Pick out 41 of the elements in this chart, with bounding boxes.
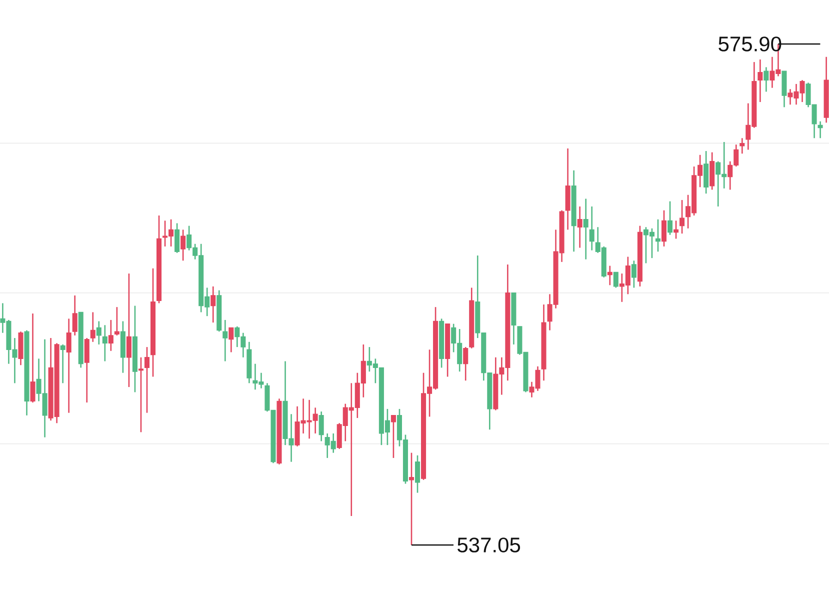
candlestick [318,410,324,442]
candlestick [144,346,150,414]
candlestick [174,222,180,254]
candlestick [577,206,582,248]
candlestick [758,58,763,103]
annotation: 537.05 [458,538,520,552]
candlestick [66,318,72,414]
candlestick [655,218,660,252]
candlestick [126,272,132,388]
candlestick [84,337,90,404]
candlestick [390,414,396,459]
candlestick [680,199,685,234]
annotation: 575.90 [718,36,782,52]
candlestick [72,294,78,336]
candlestick [704,150,709,194]
candlestick [114,306,120,336]
candlestick [60,344,66,384]
candlestick [463,346,468,382]
candlestick [102,324,108,362]
candlestick [674,220,679,240]
candlestick [613,272,618,288]
candlestick [90,312,96,343]
candlestick [96,320,102,346]
candlestick [180,229,186,262]
candlestick [583,198,588,260]
candlestick [138,356,144,433]
candlestick [764,66,769,92]
candlestick [667,200,673,236]
candlestick [108,319,114,352]
candlestick [589,206,594,251]
candlestick [607,265,612,286]
candlestick [222,319,228,362]
candlestick [818,120,823,139]
candlestick [210,286,216,324]
candlestick [408,452,414,546]
candlestick [228,327,234,353]
candlestick [415,454,420,494]
candlestick [740,137,745,154]
candlestick [661,210,667,248]
candlestick [631,260,636,288]
candlestick [30,312,36,404]
